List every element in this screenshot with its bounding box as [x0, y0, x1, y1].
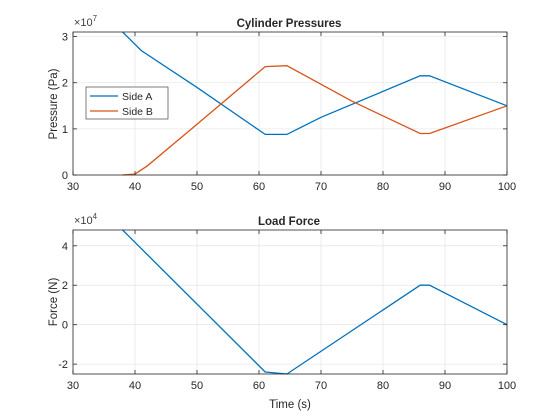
pressure-series — [122, 31, 508, 176]
y-tick-label: 3 — [62, 32, 68, 44]
force-exponent: 4 — [93, 212, 98, 221]
y-tick-label: 1 — [62, 124, 68, 136]
pressure-y-axis-label: Pressure (Pa) — [48, 68, 60, 139]
force-y-axis-label: Force (N) — [48, 278, 60, 327]
force-series-line-0 — [122, 229, 508, 375]
legend-box — [85, 86, 169, 120]
x-tick-label: 40 — [129, 380, 141, 392]
y-tick-label: -2 — [58, 359, 68, 371]
x-tick-label: 30 — [67, 181, 79, 193]
x-tick-label: 30 — [67, 380, 79, 392]
force-series — [122, 229, 508, 375]
x-tick-label: 60 — [253, 380, 265, 392]
pressure-series-line-side-a — [122, 31, 508, 136]
force-multiplier: ×10 — [74, 215, 93, 227]
y-tick-label: 2 — [62, 280, 68, 292]
x-tick-label: 60 — [253, 181, 265, 193]
x-tick-label: 100 — [498, 380, 516, 392]
x-tick-label: 70 — [315, 181, 327, 193]
legend: Side A Side B — [85, 86, 169, 120]
x-tick-label: 70 — [315, 380, 327, 392]
force-ticks: 30 40 50 60 70 80 90 100 -2 0 2 4 — [58, 230, 516, 392]
legend-label-side-b: Side B — [122, 106, 153, 118]
y-tick-label: 0 — [62, 320, 68, 332]
x-tick-label: 50 — [191, 380, 203, 392]
pressure-exponent-label: ×107 — [74, 14, 98, 29]
force-chart-title: Load Force — [258, 216, 320, 228]
x-tick-label: 100 — [498, 181, 516, 193]
x-tick-label: 90 — [439, 181, 451, 193]
y-tick-label: 0 — [62, 170, 68, 182]
force-exponent-label: ×104 — [74, 212, 98, 227]
x-tick-label: 80 — [377, 181, 389, 193]
x-tick-label: 50 — [191, 181, 203, 193]
y-tick-label: 4 — [62, 241, 68, 253]
x-tick-label: 90 — [439, 380, 451, 392]
x-tick-label: 80 — [377, 380, 389, 392]
pressure-series-line-side-b — [122, 65, 508, 176]
pressure-chart-title: Cylinder Pressures — [237, 18, 342, 30]
x-tick-label: 40 — [129, 181, 141, 193]
legend-label-side-a: Side A — [122, 91, 152, 103]
pressure-ticks: 30 40 50 60 70 80 90 100 0 1 2 3 — [62, 32, 516, 193]
force-plot-area — [73, 230, 507, 374]
pressure-exponent: 7 — [93, 14, 98, 23]
pressure-axes-box — [72, 31, 508, 176]
force-x-axis-label: Time (s) — [269, 399, 311, 411]
pressure-axes: Cylinder Pressures 30 40 50 60 70 80 90 1000123… — [48, 14, 516, 193]
force-axes-box — [72, 229, 508, 375]
y-tick-label: 2 — [62, 78, 68, 90]
pressure-multiplier: ×10 — [74, 17, 93, 29]
